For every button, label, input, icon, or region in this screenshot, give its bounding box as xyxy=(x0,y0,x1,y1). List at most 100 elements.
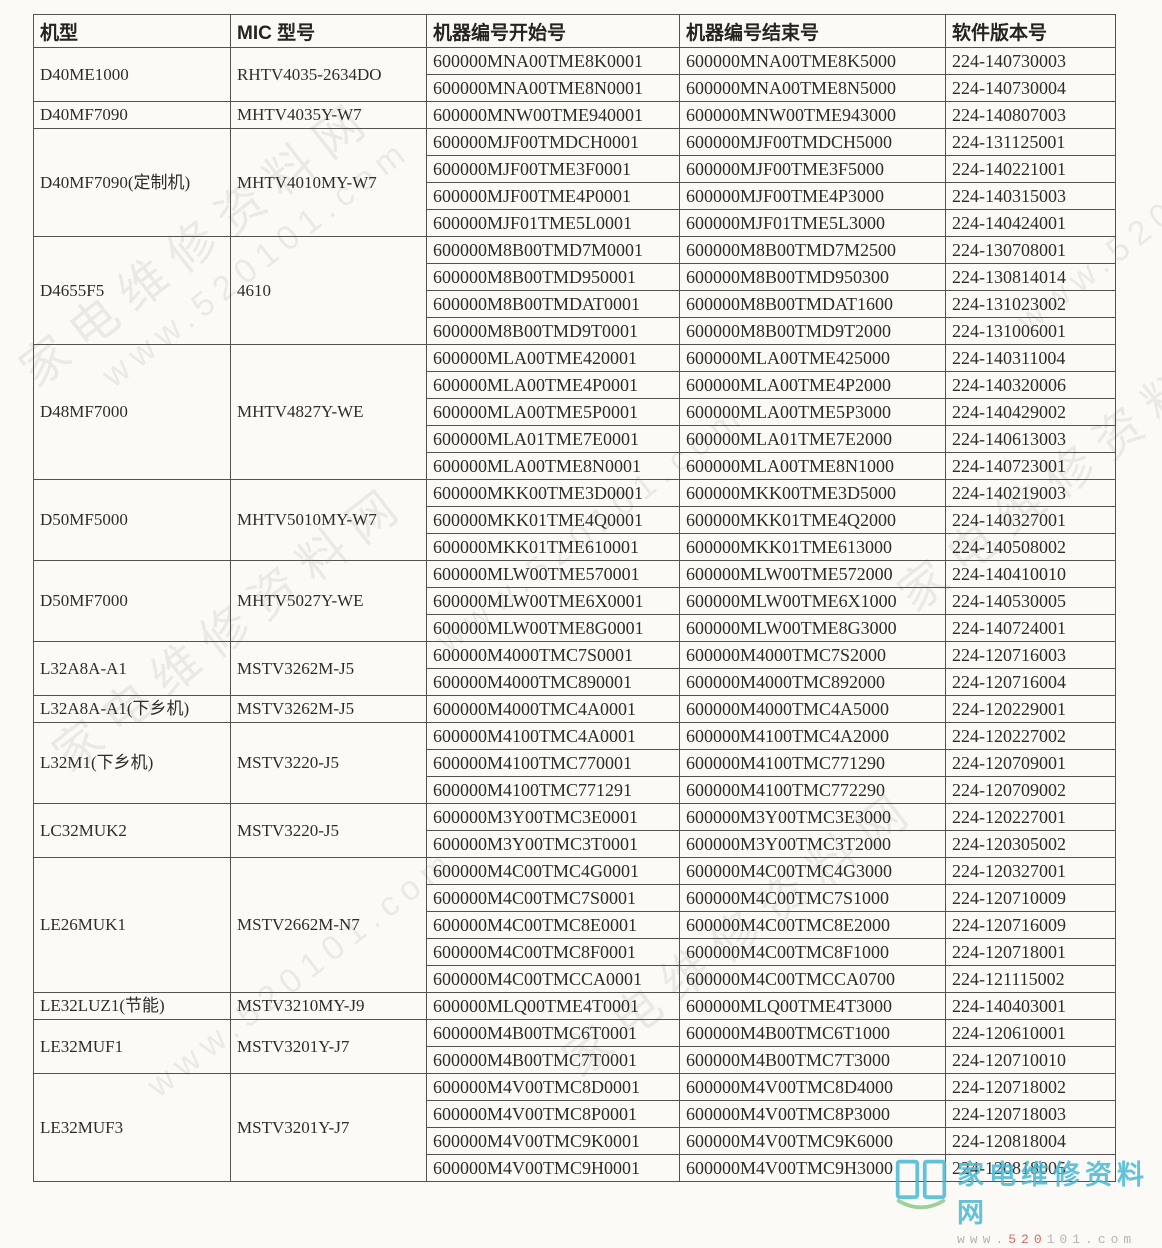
header-mic-model: MIC 型号 xyxy=(230,14,427,48)
software-version-cell: 224-140219003 xyxy=(945,479,1116,507)
serial-start-cell: 600000MNA00TME8N0001 xyxy=(426,74,680,102)
software-version-cell: 224-140403001 xyxy=(945,992,1116,1020)
mic-cell: MSTV2662M-N7 xyxy=(230,857,427,993)
software-version-cell: 224-140730003 xyxy=(945,47,1116,75)
serial-end-cell: 600000MJF00TME4P3000 xyxy=(679,182,946,210)
serial-start-cell: 600000M4B00TMC6T0001 xyxy=(426,1019,680,1047)
software-version-cell: 224-140530005 xyxy=(945,587,1116,615)
header-model: 机型 xyxy=(33,14,231,48)
software-version-cell: 224-130708001 xyxy=(945,236,1116,264)
serial-start-cell: 600000M4100TMC4A0001 xyxy=(426,722,680,750)
software-version-cell: 224-140723001 xyxy=(945,452,1116,480)
mic-cell: MHTV4827Y-WE xyxy=(230,344,427,480)
table-row: 600000MNA00TME8N0001 600000MNA00TME8N5000… xyxy=(34,74,1116,102)
serial-start-cell: 600000M4B00TMC7T0001 xyxy=(426,1046,680,1074)
serial-end-cell: 600000M4V00TMC9H3000 xyxy=(679,1154,946,1182)
software-version-cell: 224-120327001 xyxy=(945,857,1116,885)
software-version-cell: 224-130814014 xyxy=(945,263,1116,291)
table-row: 600000M4V00TMC8P0001 600000M4V00TMC8P3000… xyxy=(34,1100,1116,1128)
table-row: 600000M4B00TMC7T0001 600000M4B00TMC7T3000… xyxy=(34,1046,1116,1074)
mic-cell: MSTV3220-J5 xyxy=(230,803,427,858)
mic-cell: MSTV3210MY-J9 xyxy=(230,992,427,1020)
serial-end-cell: 600000MLA00TME5P3000 xyxy=(679,398,946,426)
software-version-cell: 224-120709001 xyxy=(945,749,1116,777)
serial-end-cell: 600000M4V00TMC8P3000 xyxy=(679,1100,946,1128)
table-row: 600000M4100TMC771291 600000M4100TMC772290… xyxy=(34,776,1116,804)
software-version-cell: 224-140613003 xyxy=(945,425,1116,453)
serial-start-cell: 600000M3Y00TMC3T0001 xyxy=(426,830,680,858)
serial-start-cell: 600000MLA00TME420001 xyxy=(426,344,680,372)
mic-cell: MHTV5027Y-WE xyxy=(230,560,427,642)
model-cell: D40MF7090(定制机) xyxy=(33,128,231,237)
serial-start-cell: 600000M8B00TMDAT0001 xyxy=(426,290,680,318)
serial-start-cell: 600000MKK00TME3D0001 xyxy=(426,479,680,507)
table-body: D40ME1000 RHTV4035-2634DO 600000MNA00TME8K… xyxy=(33,47,1116,1182)
software-version-cell: 224-120710010 xyxy=(945,1046,1116,1074)
model-cell: L32A8A-A1(下乡机) xyxy=(33,695,231,723)
serial-start-cell: 600000M4C00TMC8E0001 xyxy=(426,911,680,939)
software-version-cell: 224-140508002 xyxy=(945,533,1116,561)
mic-cell: MSTV3262M-J5 xyxy=(230,641,427,696)
serial-end-cell: 600000M8B00TMD9T2000 xyxy=(679,317,946,345)
software-version-cell: 224-120818004 xyxy=(945,1127,1116,1155)
model-cell: LC32MUK2 xyxy=(33,803,231,858)
software-version-cell: 224-120718001 xyxy=(945,938,1116,966)
serial-start-cell: 600000MJF00TME4P0001 xyxy=(426,182,680,210)
software-version-cell: 224-120718003 xyxy=(945,1100,1116,1128)
serial-start-cell: 600000M4C00TMC7S0001 xyxy=(426,884,680,912)
table-row: D40MF7090(定制机) MHTV4010MY-W7 600000MJF00TM… xyxy=(33,128,1116,237)
header-software-version: 软件版本号 xyxy=(945,14,1116,48)
software-version-cell: 224-140311004 xyxy=(945,344,1116,372)
software-version-cell: 224-120229001 xyxy=(945,695,1116,723)
serial-end-cell: 600000MLW00TME6X1000 xyxy=(679,587,946,615)
serial-end-cell: 600000M4B00TMC7T3000 xyxy=(679,1046,946,1074)
table-row: LC32MUK2 MSTV3220-J5 600000M3Y00TMC3E0001 6… xyxy=(33,803,1116,858)
serial-end-cell: 600000M4000TMC7S2000 xyxy=(679,641,946,669)
serial-end-cell: 600000M8B00TMDAT1600 xyxy=(679,290,946,318)
model-cell: D50MF7000 xyxy=(33,560,231,642)
serial-start-cell: 600000M4100TMC770001 xyxy=(426,749,680,777)
table-row: 600000MLA00TME5P0001 600000MLA00TME5P3000… xyxy=(34,398,1116,426)
table-row: 600000MLA01TME7E0001 600000MLA01TME7E2000… xyxy=(34,425,1116,453)
serial-start-cell: 600000MNA00TME8K0001 xyxy=(426,47,680,75)
table-row: D40ME1000 RHTV4035-2634DO 600000MNA00TME8K… xyxy=(33,47,1116,102)
table-row: LE32MUF3 MSTV3201Y-J7 600000M4V00TMC8D0001… xyxy=(33,1073,1116,1182)
serial-end-cell: 600000MLA00TME4P2000 xyxy=(679,371,946,399)
software-version-cell: 224-120710009 xyxy=(945,884,1116,912)
software-version-cell: 224-120716003 xyxy=(945,641,1116,669)
software-version-cell: 224-120227002 xyxy=(945,722,1116,750)
serial-end-cell: 600000M8B00TMD7M2500 xyxy=(679,236,946,264)
serial-start-cell: 600000M4000TMC4A0001 xyxy=(426,695,680,723)
software-version-cell: 224-140410010 xyxy=(945,560,1116,588)
model-cell: LE32MUF3 xyxy=(33,1073,231,1182)
table-row: 600000MLW00TME8G0001 600000MLW00TME8G3000… xyxy=(34,614,1116,642)
table-row: D50MF5000 MHTV5010MY-W7 600000MKK00TME3D00… xyxy=(33,479,1116,561)
serial-end-cell: 600000M3Y00TMC3E3000 xyxy=(679,803,946,831)
serial-end-cell: 600000MKK01TME613000 xyxy=(679,533,946,561)
serial-end-cell: 600000MLA00TME8N1000 xyxy=(679,452,946,480)
serial-start-cell: 600000MLA01TME7E0001 xyxy=(426,425,680,453)
software-version-cell: 224-131125001 xyxy=(945,128,1116,156)
model-cell: LE32MUF1 xyxy=(33,1019,231,1074)
serial-end-cell: 600000MJF00TME3F5000 xyxy=(679,155,946,183)
table-row: L32A8A-A1 MSTV3262M-J5 600000M4000TMC7S000… xyxy=(33,641,1116,696)
serial-start-cell: 600000MLA00TME8N0001 xyxy=(426,452,680,480)
serial-start-cell: 600000M4C00TMC8F0001 xyxy=(426,938,680,966)
mic-cell: MSTV3201Y-J7 xyxy=(230,1019,427,1074)
serial-start-cell: 600000MLA00TME5P0001 xyxy=(426,398,680,426)
model-cell: D48MF7000 xyxy=(33,344,231,480)
model-cell: D50MF5000 xyxy=(33,479,231,561)
serial-end-cell: 600000M4C00TMC8F1000 xyxy=(679,938,946,966)
serial-start-cell: 600000MKK01TME4Q0001 xyxy=(426,506,680,534)
serial-start-cell: 600000M4V00TMC9K0001 xyxy=(426,1127,680,1155)
serial-end-cell: 600000MLA01TME7E2000 xyxy=(679,425,946,453)
serial-start-cell: 600000M4V00TMC9H0001 xyxy=(426,1154,680,1182)
software-version-cell: 224-140320006 xyxy=(945,371,1116,399)
mic-cell: RHTV4035-2634DO xyxy=(230,47,427,102)
serial-end-cell: 600000M4B00TMC6T1000 xyxy=(679,1019,946,1047)
serial-start-cell: 600000MKK01TME610001 xyxy=(426,533,680,561)
table-row: D48MF7000 MHTV4827Y-WE 600000MLA00TME42000… xyxy=(33,344,1116,480)
table-row: 600000MLA00TME4P0001 600000MLA00TME4P2000… xyxy=(34,371,1116,399)
mic-cell: MHTV5010MY-W7 xyxy=(230,479,427,561)
table-row: 600000MLW00TME6X0001 600000MLW00TME6X1000… xyxy=(34,587,1116,615)
